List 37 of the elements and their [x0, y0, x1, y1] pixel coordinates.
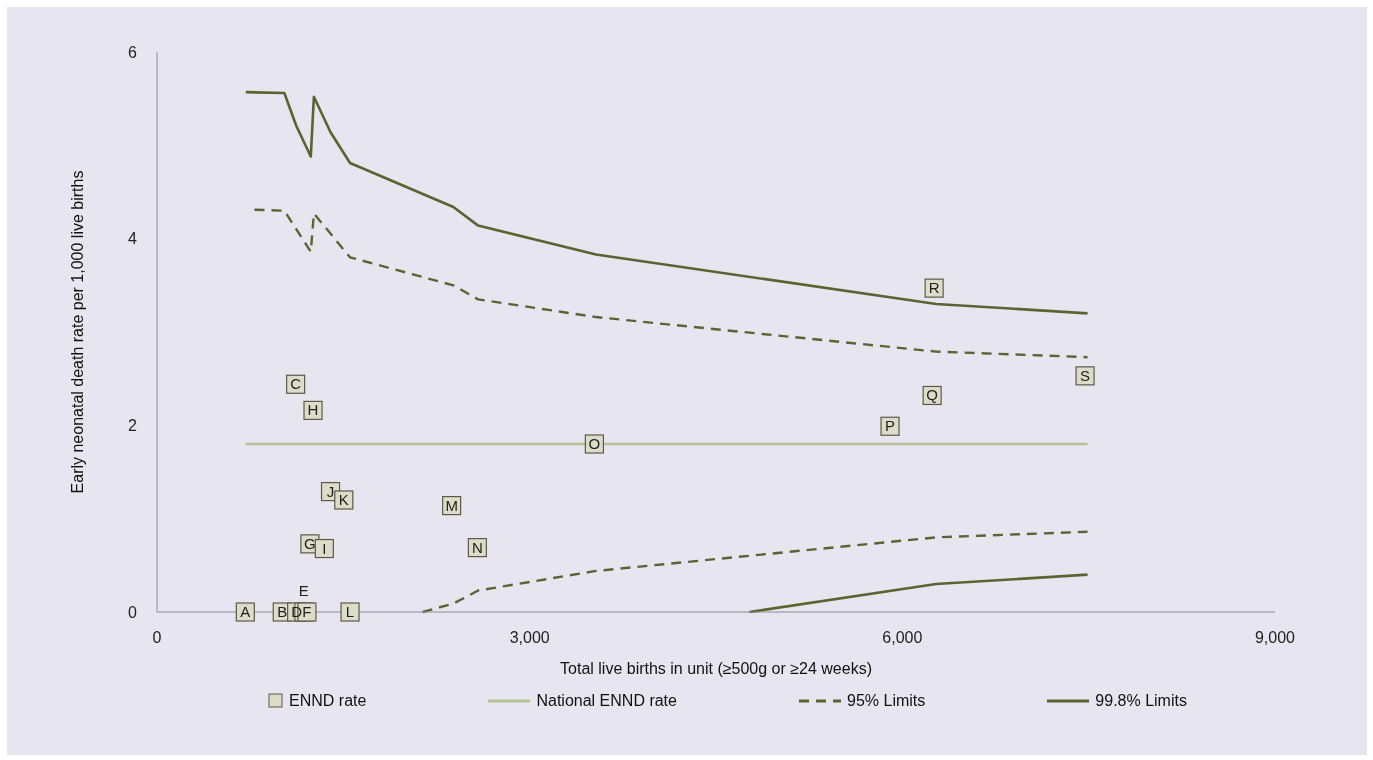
data-label: D: [291, 603, 303, 620]
y-tick-label: 4: [128, 230, 138, 248]
data-label: A: [240, 603, 251, 620]
x-tick-label: 9,000: [1254, 629, 1296, 647]
line-series: [244, 90, 1089, 315]
data-label: Q: [926, 386, 938, 404]
legend-label: 95% Limits: [847, 692, 926, 710]
y-axis-title: Early neonatal death rate per 1,000 live births: [68, 170, 86, 494]
data-label: P: [885, 417, 896, 435]
point: [314, 538, 334, 559]
data-label: J: [326, 482, 335, 500]
legend-label: National ENND rate: [536, 692, 677, 710]
data-label: E: [298, 582, 309, 599]
data-label: G: [304, 534, 316, 552]
y-tick-label: 2: [128, 417, 138, 435]
line-series: [253, 208, 1089, 359]
data-label: N: [471, 538, 483, 556]
data-label: K: [338, 491, 349, 508]
data-label: L: [345, 603, 355, 620]
data-label: S: [1080, 366, 1091, 384]
y-tick-label: 0: [128, 603, 138, 621]
line-series: [421, 530, 1089, 614]
x-tick-label: 6,000: [882, 629, 923, 647]
data-label: H: [307, 401, 319, 419]
data-label: B: [277, 603, 288, 620]
y-tick-label: 6: [128, 43, 138, 61]
legend-label: 99.8% Limits: [1095, 692, 1187, 710]
data-label: F: [302, 603, 312, 620]
x-tick-label: 3,000: [509, 629, 550, 647]
data-label: I: [322, 539, 327, 557]
x-axis-title: Total live births in unit (≥500g or ≥24 weeks): [560, 660, 872, 677]
legend-label: ENND rate: [289, 692, 367, 710]
data-label: M: [445, 496, 458, 514]
data-label: O: [588, 435, 601, 452]
x-tick-label: 0: [152, 629, 162, 647]
data-label: R: [928, 279, 940, 297]
data-label: C: [290, 375, 302, 393]
